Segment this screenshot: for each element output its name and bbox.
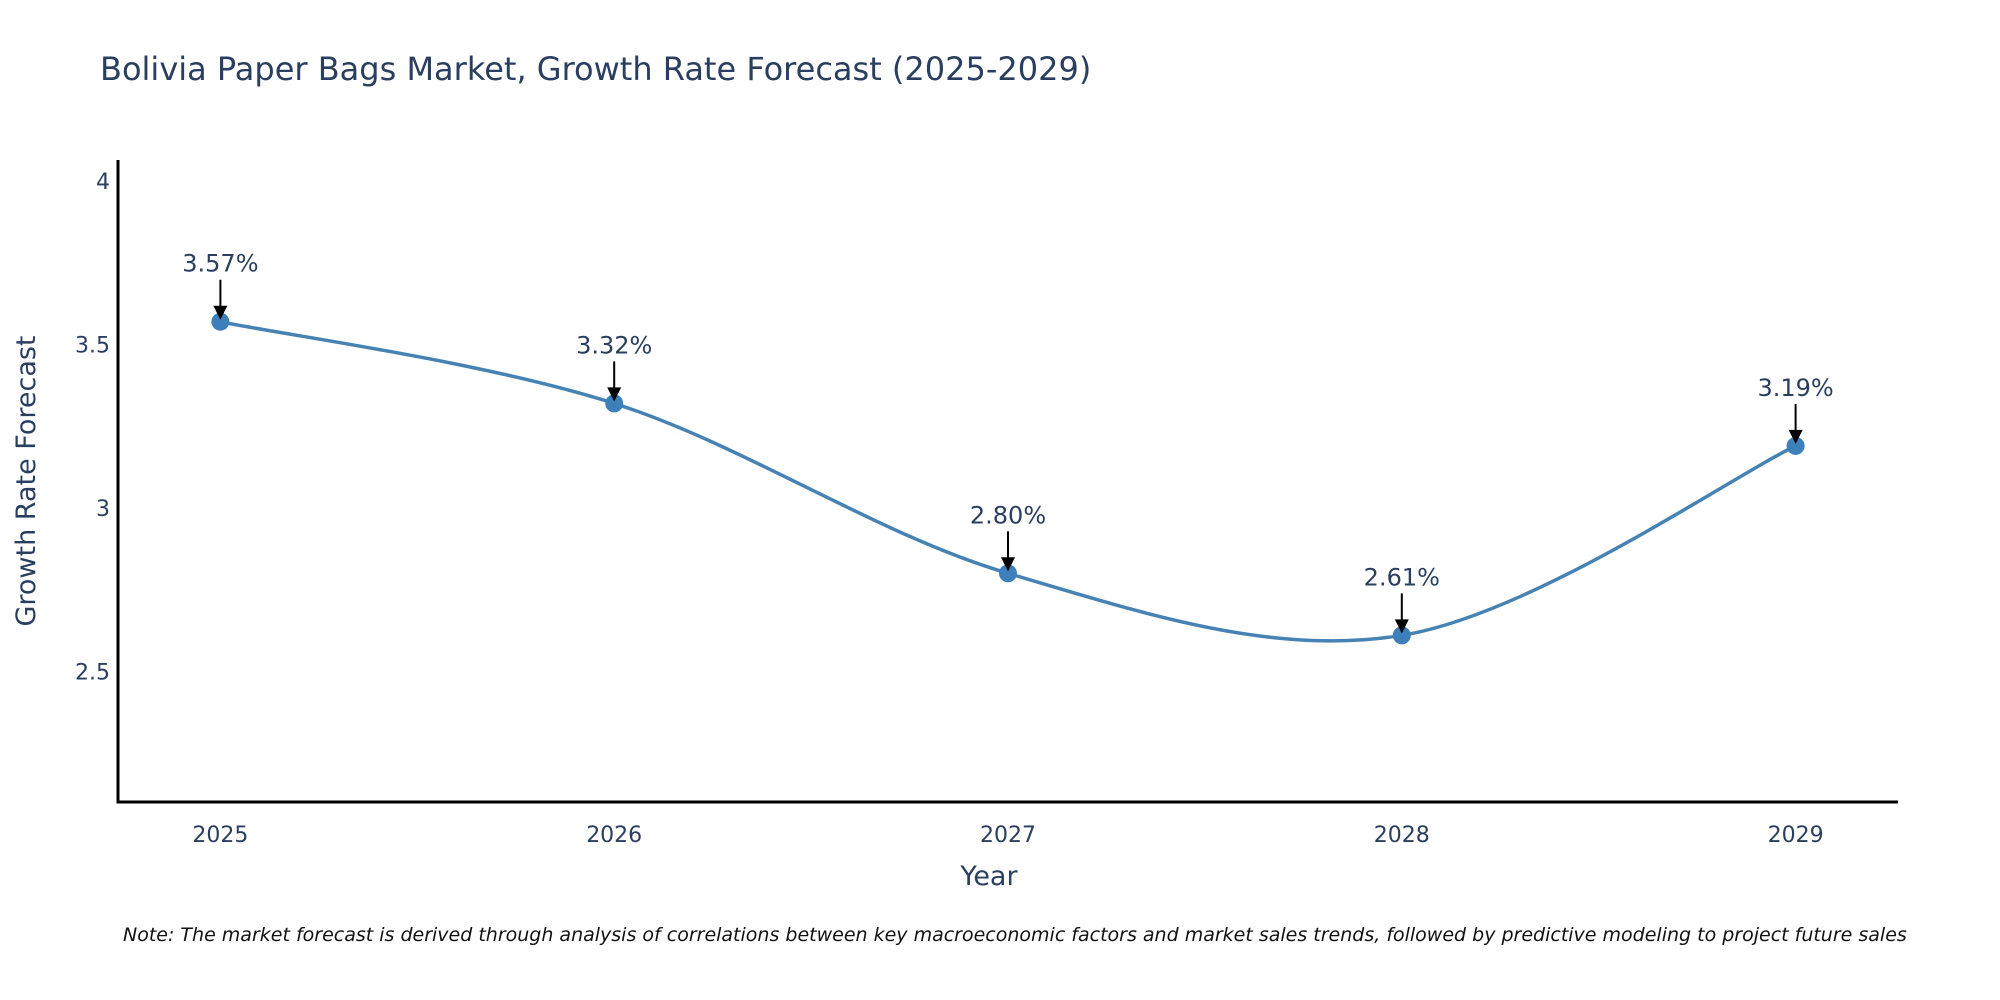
y-ticks: 2.5 3 3.5 4 [75,170,110,685]
series [211,312,1805,645]
footnote: Note: The market forecast is derived thr… [123,924,1907,946]
annotation-arrowhead [607,387,622,402]
y-tick-label: 4 [96,170,110,195]
annotation-label: 2.61% [1364,563,1440,591]
series-line [220,320,1797,643]
data-point [211,312,230,331]
data-point [1786,436,1805,455]
annotation-arrowhead [1001,557,1015,572]
x-tick-label: 2029 [1768,823,1824,848]
x-tick-label: 2027 [980,823,1036,848]
x-ticks: 2025 2026 2027 2028 2029 [192,823,1823,848]
annotation-arrowhead [213,305,228,320]
x-tick-label: 2028 [1374,823,1430,848]
axes [116,160,1898,804]
data-point [605,394,624,413]
y-tick-label: 3.5 [75,334,110,359]
y-tick-label: 2.5 [75,660,110,685]
annotation-arrowhead [1394,619,1409,634]
chart-title: Bolivia Paper Bags Market, Growth Rate F… [100,50,1091,88]
annotation-label: 3.57% [182,250,258,278]
annotation-label: 3.19% [1757,374,1833,402]
annotation-label: 3.32% [576,331,652,359]
x-tick-label: 2026 [586,823,642,848]
y-tick-label: 3 [96,497,110,522]
data-point [999,564,1017,583]
y-axis-title: Growth Rate Forecast [11,335,42,626]
x-tick-label: 2025 [192,823,248,848]
annotation-arrowhead [1788,429,1803,444]
annotations: 3.57% 3.32% 2.80% 2.61% 3.19% [182,250,1834,634]
annotation-label: 2.80% [970,501,1046,529]
x-axis-title: Year [959,861,1018,892]
data-point [1392,626,1411,645]
